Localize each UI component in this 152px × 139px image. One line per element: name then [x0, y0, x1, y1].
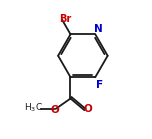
- Text: H$_3$C: H$_3$C: [24, 101, 43, 114]
- Text: O: O: [84, 104, 93, 114]
- Text: F: F: [96, 80, 103, 90]
- Text: N: N: [94, 24, 103, 34]
- Text: O: O: [51, 105, 60, 115]
- Text: Br: Br: [60, 14, 72, 24]
